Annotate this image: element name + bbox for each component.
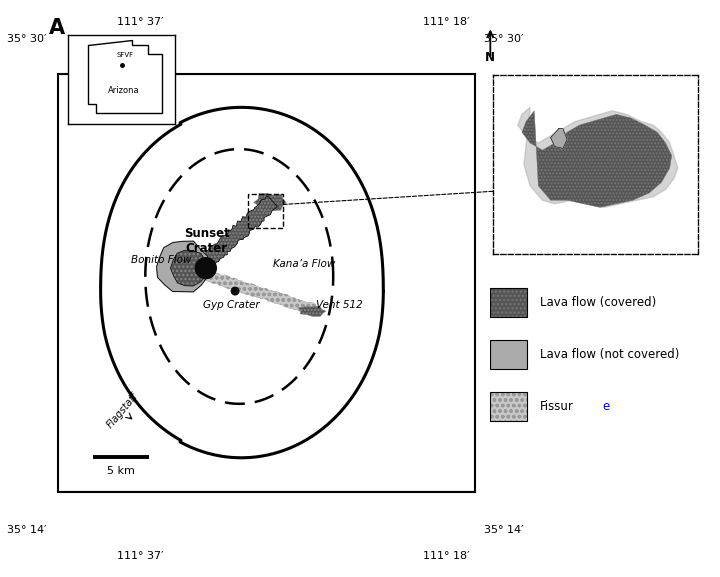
Polygon shape (518, 107, 678, 207)
Bar (490, 288, 527, 317)
Text: Flagstaff: Flagstaff (105, 391, 140, 429)
Polygon shape (253, 193, 287, 213)
Text: SFVF: SFVF (117, 52, 133, 58)
Text: 35° 14′: 35° 14′ (484, 524, 523, 535)
Polygon shape (204, 271, 316, 315)
Text: Arizona: Arizona (108, 85, 140, 95)
Text: Sunset
Crater: Sunset Crater (184, 227, 230, 255)
Polygon shape (88, 40, 162, 113)
Bar (490, 392, 527, 421)
Text: Bonito Flow: Bonito Flow (131, 255, 192, 265)
Polygon shape (206, 196, 277, 264)
Circle shape (231, 287, 239, 295)
Polygon shape (171, 250, 207, 286)
Text: 111° 37′: 111° 37′ (117, 551, 163, 561)
Text: Lava flow (covered): Lava flow (covered) (540, 296, 657, 309)
Polygon shape (298, 306, 326, 316)
Polygon shape (522, 111, 672, 207)
Circle shape (195, 258, 216, 279)
Text: 111° 18′: 111° 18′ (423, 551, 469, 561)
Text: e: e (602, 400, 609, 413)
Text: 111° 18′: 111° 18′ (423, 17, 469, 27)
Text: 35° 30′: 35° 30′ (7, 34, 47, 44)
Text: Gyp Crater: Gyp Crater (202, 300, 259, 310)
Polygon shape (551, 129, 567, 148)
Text: 111° 37′: 111° 37′ (117, 17, 163, 27)
Bar (490, 392, 527, 421)
Bar (490, 288, 527, 317)
Text: N: N (485, 51, 495, 64)
Text: Fissur: Fissur (540, 400, 575, 413)
Text: 35° 30′: 35° 30′ (484, 34, 523, 44)
Text: Vent 512: Vent 512 (315, 300, 362, 310)
Text: Kana’a Flow: Kana’a Flow (273, 259, 335, 269)
Text: Lava flow (not covered): Lava flow (not covered) (540, 348, 680, 361)
Text: 35° 14′: 35° 14′ (7, 524, 47, 535)
Text: 5 km: 5 km (107, 466, 135, 476)
Text: A: A (49, 18, 65, 39)
Bar (490, 340, 527, 369)
Polygon shape (156, 241, 208, 292)
Bar (248, 194, 283, 228)
